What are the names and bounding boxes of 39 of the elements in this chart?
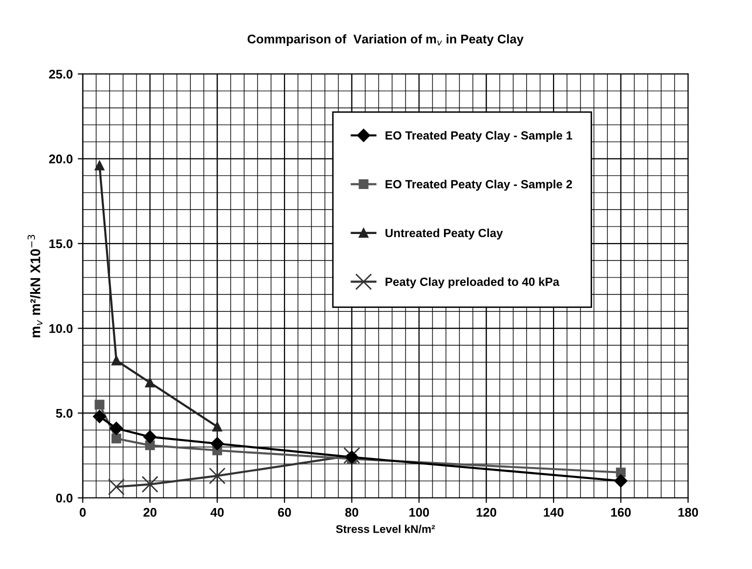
point (614, 474, 628, 488)
x-tick-label: 80 (345, 508, 358, 517)
y-tick-label: 15.0 (49, 239, 72, 248)
point (345, 450, 358, 464)
point (111, 356, 122, 366)
y-tick-label: 5.0 (56, 408, 72, 418)
y-tick-label: 0.0 (56, 494, 72, 503)
x-tick-label: 100 (409, 508, 429, 517)
legend-label: EO Treated Peaty Clay - Sample 1 (386, 130, 572, 142)
point (111, 434, 122, 444)
point (108, 478, 125, 496)
x-tick-label: 0 (80, 508, 86, 517)
point (94, 400, 104, 410)
point (212, 422, 222, 432)
y-tick-label: 20.0 (49, 154, 72, 164)
point (145, 378, 155, 388)
legend-label: EO Treated Peaty Clay - Sample 2 (386, 180, 572, 191)
x-tick-label: 60 (278, 508, 291, 517)
point (343, 447, 360, 464)
y-tick-label: 25.0 (49, 70, 72, 79)
legend-label: Untreated Peaty Clay (386, 228, 503, 240)
point (143, 430, 157, 444)
point (142, 476, 158, 493)
point (208, 468, 226, 484)
x-tick-label: 180 (678, 508, 698, 517)
point (210, 437, 224, 450)
point (94, 160, 104, 170)
x-tick-label: 140 (544, 508, 564, 517)
x-tick-label: 120 (476, 508, 496, 517)
y-axis-title: m$_{v}$ m²/kN X10$^{−3}$ (28, 234, 42, 338)
legend-label: Peaty Clay preloaded to 40 kPa (386, 277, 560, 288)
point (92, 410, 106, 424)
x-axis-title: Stress Level kN/m² (336, 524, 435, 534)
y-tick-label: 10.0 (49, 324, 72, 333)
chart-title: Commparison of Variation of m$_{v}$ in Peaty Clay (248, 34, 524, 46)
x-tick-label: 40 (210, 508, 224, 517)
x-tick-label: 20 (143, 508, 156, 517)
point (110, 422, 123, 435)
x-tick-label: 160 (611, 508, 631, 517)
